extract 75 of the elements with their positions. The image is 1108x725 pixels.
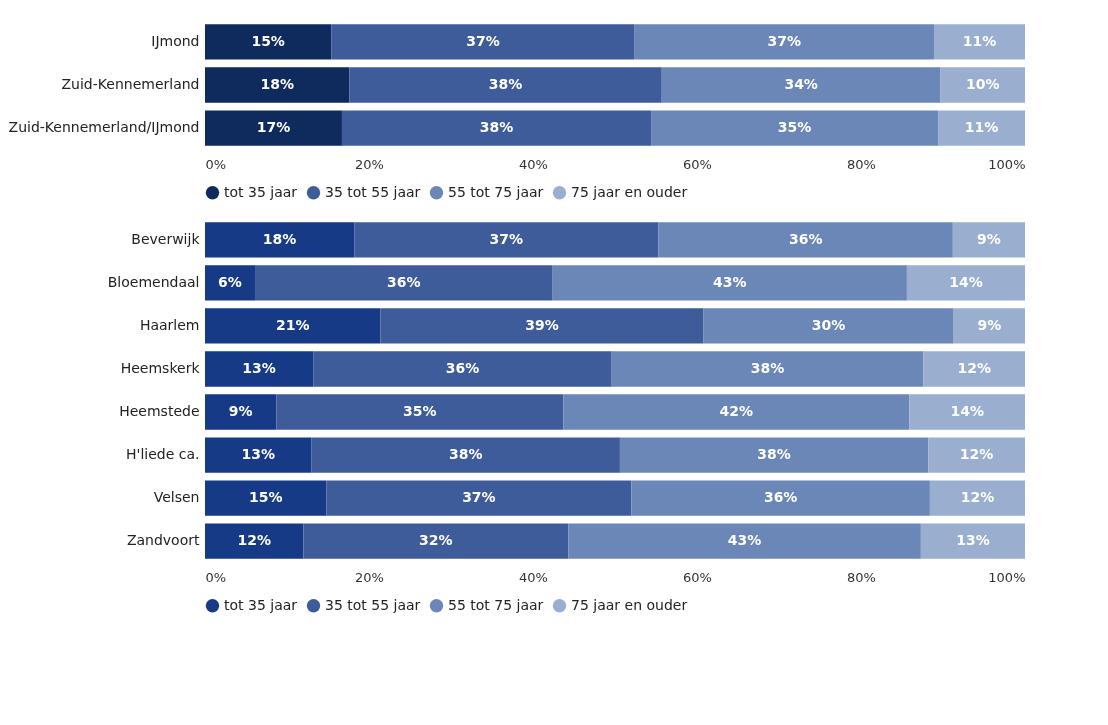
legend-label: tot 35 jaar	[224, 183, 298, 200]
x-tick-label: 80%	[847, 569, 876, 585]
data-label: 35%	[403, 403, 437, 420]
legend-label: 75 jaar en ouder	[571, 596, 688, 613]
data-label: 12%	[959, 446, 994, 463]
data-label: 36%	[387, 273, 421, 290]
x-tick-label: 80%	[847, 156, 876, 172]
y-tick-label: Velsen	[153, 489, 200, 506]
data-label: 9%	[977, 230, 1001, 247]
data-label: 9%	[977, 316, 1002, 333]
data-label: 34%	[784, 76, 818, 92]
data-label: 13%	[242, 359, 276, 376]
data-label: 38%	[750, 359, 785, 376]
legend-label: 35 tot 55 jaar	[325, 596, 421, 613]
legend-label: tot 35 jaar	[224, 596, 298, 613]
data-label: 12%	[957, 359, 991, 376]
data-label: 14%	[949, 273, 983, 290]
data-label: 11%	[964, 119, 999, 136]
data-label: 39%	[525, 316, 559, 333]
y-tick-label: Bloemendaal	[107, 273, 200, 290]
data-label: 42%	[719, 403, 754, 420]
data-label: 35%	[777, 119, 812, 136]
data-label: 43%	[727, 532, 762, 549]
data-label: 12%	[237, 532, 271, 549]
data-label: 37%	[489, 230, 524, 247]
data-label: 37%	[767, 32, 802, 49]
data-label: 14%	[950, 403, 984, 420]
data-label: 30%	[811, 316, 846, 333]
data-label: 9%	[228, 403, 253, 420]
data-label: 11%	[962, 32, 997, 49]
legend-label: 55 tot 75 jaar	[448, 183, 544, 200]
data-label: 15%	[251, 32, 285, 49]
x-tick-label: 20%	[355, 569, 384, 585]
data-label: 38%	[449, 446, 483, 463]
x-tick-label: 0%	[205, 569, 227, 585]
y-tick-label: Zuid-Kennemerland/IJmond	[8, 119, 200, 136]
y-tick-label: Haarlem	[139, 316, 200, 333]
data-label: 6%	[218, 273, 242, 290]
data-label: 36%	[788, 230, 823, 247]
data-label: 37%	[466, 32, 500, 49]
y-tick-label: Heemskerk	[120, 359, 201, 376]
data-label: 36%	[763, 489, 798, 506]
data-label: 21%	[275, 316, 310, 333]
x-tick-label: 40%	[519, 156, 548, 172]
data-label: 37%	[462, 489, 496, 506]
y-tick-label: Beverwijk	[131, 230, 201, 247]
legend-label: 55 tot 75 jaar	[448, 596, 544, 613]
data-label: 38%	[479, 119, 514, 136]
x-tick-label: 100%	[988, 156, 1026, 172]
data-label: 15%	[248, 489, 283, 506]
legend-label: 75 jaar en ouder	[571, 183, 688, 200]
data-label: 17%	[256, 119, 291, 136]
data-label: 12%	[960, 489, 995, 506]
data-label: 36%	[445, 359, 480, 376]
y-tick-label: Heemstede	[119, 403, 200, 420]
y-tick-label: IJmond	[151, 32, 200, 49]
x-tick-label: 60%	[683, 569, 712, 585]
x-tick-label: 40%	[519, 569, 548, 585]
y-tick-label: H'liede ca.	[126, 446, 200, 463]
data-label: 18%	[260, 76, 294, 92]
data-label: 13%	[956, 532, 990, 549]
y-tick-label: Zandvoort	[126, 532, 201, 549]
x-tick-label: 20%	[355, 156, 384, 172]
data-label: 10%	[966, 76, 1000, 92]
x-tick-label: 0%	[205, 156, 227, 172]
x-tick-label: 60%	[683, 156, 712, 172]
data-label: 13%	[241, 446, 276, 463]
data-label: 43%	[713, 273, 747, 290]
data-label: 38%	[488, 76, 523, 92]
x-tick-label: 100%	[988, 569, 1026, 585]
y-tick-label: Zuid-Kennemerland	[61, 76, 200, 92]
legend-label: 35 tot 55 jaar	[325, 183, 421, 200]
data-label: 38%	[757, 446, 791, 463]
data-label: 32%	[419, 532, 453, 549]
data-label: 18%	[262, 230, 297, 247]
